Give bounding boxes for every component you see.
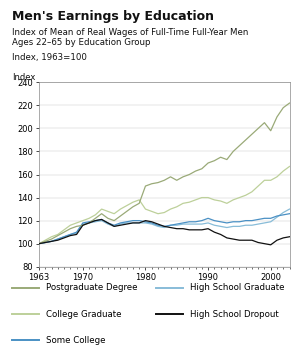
Text: Index of Mean of Real Wages of Full-Time Full-Year Men: Index of Mean of Real Wages of Full-Time…	[12, 28, 248, 37]
Text: Index: Index	[12, 73, 35, 82]
Text: Men's Earnings by Education: Men's Earnings by Education	[12, 10, 214, 23]
Text: Ages 22–65 by Education Group: Ages 22–65 by Education Group	[12, 38, 151, 47]
Text: Some College: Some College	[46, 336, 106, 345]
Text: High School Graduate: High School Graduate	[190, 283, 285, 292]
Text: Postgraduate Degree: Postgraduate Degree	[46, 283, 138, 292]
Text: Index, 1963=100: Index, 1963=100	[12, 53, 87, 62]
Text: High School Dropout: High School Dropout	[190, 310, 279, 319]
Text: College Graduate: College Graduate	[46, 310, 122, 319]
